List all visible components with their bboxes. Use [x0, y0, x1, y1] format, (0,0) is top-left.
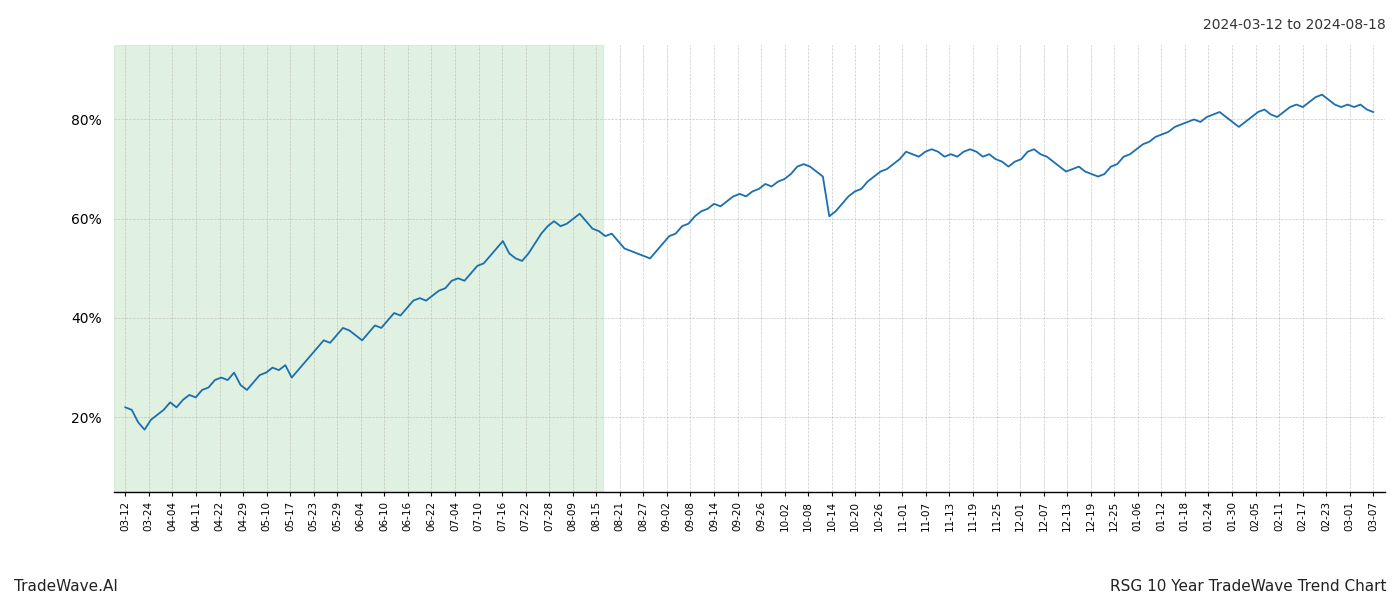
Text: RSG 10 Year TradeWave Trend Chart: RSG 10 Year TradeWave Trend Chart	[1109, 579, 1386, 594]
Bar	[113, 45, 603, 492]
Text: TradeWave.AI: TradeWave.AI	[14, 579, 118, 594]
Text: 2024-03-12 to 2024-08-18: 2024-03-12 to 2024-08-18	[1203, 18, 1386, 32]
